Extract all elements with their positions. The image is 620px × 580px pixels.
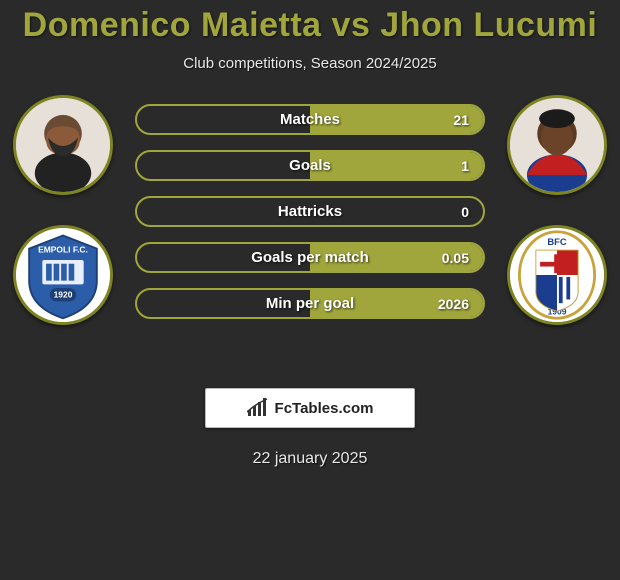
svg-text:BFC: BFC bbox=[547, 236, 566, 247]
branding-text: FcTables.com bbox=[275, 400, 374, 417]
player-right-club-badge: BFC 1909 bbox=[507, 225, 607, 325]
stat-bar-label: Goals per match bbox=[251, 249, 369, 266]
stat-bar-label: Goals bbox=[289, 157, 331, 174]
player-left-avatar bbox=[13, 95, 113, 195]
svg-text:1920: 1920 bbox=[54, 290, 73, 300]
svg-text:EMPOLI F.C.: EMPOLI F.C. bbox=[38, 244, 88, 254]
comparison-stage: EMPOLI F.C. 1920 bbox=[0, 100, 620, 360]
stat-bar-value-right: 0 bbox=[461, 204, 469, 220]
stat-bar-label: Matches bbox=[280, 111, 340, 128]
stat-bar: Hattricks 0 bbox=[135, 196, 485, 227]
stat-bar-value-right: 1 bbox=[461, 158, 469, 174]
stat-bars: Matches 21 Goals 1 Hattricks 0 Goals per match… bbox=[135, 104, 485, 319]
stat-bar: Min per goal 2026 bbox=[135, 288, 485, 319]
player-left-column: EMPOLI F.C. 1920 bbox=[8, 95, 118, 325]
stat-bar-label: Hattricks bbox=[278, 203, 342, 220]
stat-bar: Goals per match 0.05 bbox=[135, 242, 485, 273]
date-text: 22 january 2025 bbox=[0, 450, 620, 468]
stat-bar: Matches 21 bbox=[135, 104, 485, 135]
stat-bar: Goals 1 bbox=[135, 150, 485, 181]
branding-chart-icon bbox=[247, 398, 269, 418]
subtitle: Club competitions, Season 2024/2025 bbox=[0, 55, 620, 72]
stat-bar-value-right: 0.05 bbox=[442, 250, 469, 266]
stat-bar-fill-right bbox=[310, 152, 483, 179]
player-left-club-badge: EMPOLI F.C. 1920 bbox=[13, 225, 113, 325]
player-right-column: BFC 1909 bbox=[502, 95, 612, 325]
player-right-avatar bbox=[507, 95, 607, 195]
stat-bar-label: Min per goal bbox=[266, 295, 354, 312]
stat-bar-value-right: 21 bbox=[453, 112, 469, 128]
branding-badge: FcTables.com bbox=[205, 388, 415, 428]
page-title: Domenico Maietta vs Jhon Lucumi bbox=[0, 6, 620, 45]
stat-bar-value-right: 2026 bbox=[438, 296, 469, 312]
